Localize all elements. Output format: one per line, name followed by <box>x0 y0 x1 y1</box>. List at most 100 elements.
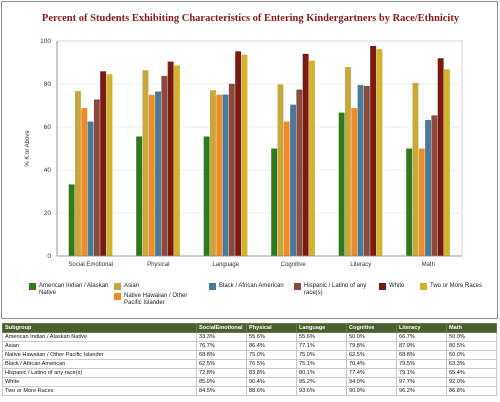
bar <box>210 90 216 256</box>
table-cell: Two or More Races <box>2 386 197 396</box>
table-cell: 75.0% <box>246 350 297 360</box>
bar <box>338 112 345 256</box>
legend-label: Native Hawaiian / Other Pacific Islander <box>124 293 188 306</box>
chart-frame: Percent of Students Exhibiting Character… <box>1 1 498 319</box>
table-cell: 77.1% <box>296 341 347 351</box>
y-axis-label: % K or Above <box>25 130 31 167</box>
table-cell: 97.7% <box>396 377 447 387</box>
legend-swatch <box>209 283 216 290</box>
column-header: Literacy <box>396 323 447 333</box>
table-row: White 85.9% 90.4% 95.2% 94.0% 97.7% 92.0… <box>2 377 497 387</box>
bar <box>283 121 290 256</box>
bar <box>216 94 223 256</box>
bar <box>228 83 235 256</box>
bar <box>81 108 88 256</box>
bar <box>345 67 351 256</box>
table-cell: 79.1% <box>396 368 447 378</box>
table-row: Asian 76.7% 86.4% 77.1% 79.8% 87.9% 80.5… <box>2 341 497 351</box>
table-cell: 86.4% <box>246 341 297 351</box>
table-cell: 86.8% <box>446 386 497 396</box>
table-cell: 33.3% <box>196 332 247 342</box>
bar <box>425 119 431 256</box>
x-tick-label: Language <box>212 262 239 268</box>
legend-item: Asian <box>114 283 204 299</box>
legend-item: Hispanic / Latino of any race(s) <box>294 283 379 299</box>
legend-swatch <box>29 283 36 290</box>
table-cell: 90.4% <box>246 377 297 387</box>
bar <box>437 58 444 257</box>
legend-label: Two or More Races <box>430 283 483 289</box>
bar <box>148 94 155 256</box>
bar <box>357 85 364 256</box>
table-cell: Hispanic / Latino of any race(s) <box>2 368 197 378</box>
legend-item: Native Hawaiian / Other Pacific Islander <box>114 293 204 309</box>
table-cell: 79.5% <box>396 359 447 369</box>
bar <box>68 184 75 256</box>
bar <box>363 85 370 256</box>
bar <box>100 71 107 256</box>
table-cell: 65.4% <box>446 368 497 378</box>
bar <box>161 75 168 256</box>
legend-item: Two or More Races <box>420 283 500 299</box>
table-cell: 92.0% <box>446 377 497 387</box>
table-cell: 75.1% <box>296 359 347 369</box>
x-tick-label: Physical <box>147 262 169 268</box>
table-cell: 62.5% <box>346 350 397 360</box>
table-cell: Black / African American <box>2 359 197 369</box>
bar <box>174 65 180 256</box>
y-tick-label: 40 <box>44 167 52 174</box>
bar <box>241 54 248 257</box>
x-tick-label: Social Emotional <box>68 262 113 268</box>
bar <box>296 89 303 256</box>
column-header: Cognitive <box>346 323 397 333</box>
table-cell: 94.0% <box>346 377 397 387</box>
y-tick-label: 80 <box>44 81 52 88</box>
table-cell: 50.0% <box>346 332 397 342</box>
legend-label: Hispanic / Latino of any race(s) <box>304 283 367 296</box>
column-header: Language <box>296 323 347 333</box>
chart-title: Percent of Students Exhibiting Character… <box>41 13 460 24</box>
table-cell: 93.6% <box>296 386 347 396</box>
legend-swatch <box>114 283 121 290</box>
y-tick-label: 20 <box>44 210 52 217</box>
table-cell: 72.8% <box>196 368 247 378</box>
legend-item: American Indian / Alaskan Native <box>29 283 119 299</box>
column-header: Physical <box>246 323 297 333</box>
table-cell: 85.9% <box>196 377 247 387</box>
table-cell: 68.8% <box>196 350 247 360</box>
bar <box>376 49 383 256</box>
bar <box>235 51 242 256</box>
table-cell: 63.3% <box>446 359 497 369</box>
x-tick-label: Cognitive <box>281 262 307 268</box>
bar <box>277 84 284 257</box>
table-cell: 83.8% <box>246 368 297 378</box>
x-tick-label: Math <box>422 262 435 268</box>
column-header: Subgroup <box>2 323 197 333</box>
data-table: Subgroup SocialEmotional Physical Langua… <box>2 323 497 396</box>
table-cell: 87.9% <box>396 341 447 351</box>
bar <box>444 69 450 256</box>
table-cell: 75.0% <box>296 350 347 360</box>
bar <box>370 45 377 256</box>
bar <box>302 53 309 257</box>
legend-swatch <box>379 283 386 290</box>
table-cell: 55.6% <box>296 332 347 342</box>
table-header-row: Subgroup SocialEmotional Physical Langua… <box>2 323 497 333</box>
table-cell: 88.6% <box>246 386 297 396</box>
table-cell: 79.8% <box>346 341 397 351</box>
bar <box>431 115 438 256</box>
legend-item: White <box>379 283 419 299</box>
legend-label: White <box>389 283 405 289</box>
bar <box>412 82 419 256</box>
legend-swatch <box>420 283 427 290</box>
bar <box>271 148 278 256</box>
table-row: Hispanic / Latino of any race(s) 72.8% 8… <box>2 368 497 378</box>
bar <box>93 99 100 256</box>
bar <box>167 61 174 256</box>
x-tick-label: Literacy <box>350 262 371 268</box>
table-cell: 90.9% <box>346 386 397 396</box>
legend-swatch <box>114 293 121 300</box>
bar <box>87 121 94 256</box>
table-cell: 76.5% <box>246 359 297 369</box>
table-cell: 70.4% <box>346 359 397 369</box>
